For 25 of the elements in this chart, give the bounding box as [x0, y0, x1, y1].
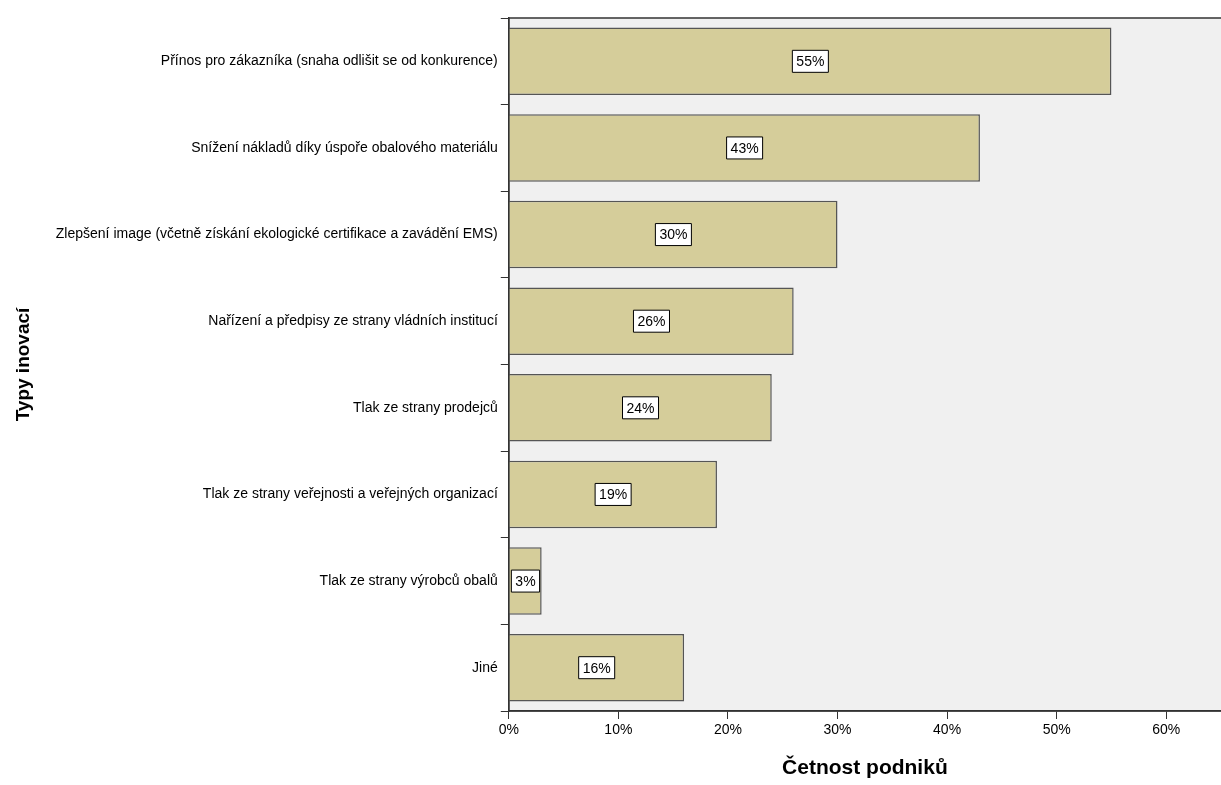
x-tick-label: 50% — [1042, 721, 1071, 738]
data-label: 26% — [637, 313, 666, 330]
y-tick-label: Jiné — [472, 658, 498, 675]
y-tick-label: Tlak ze strany výrobců obalů — [319, 571, 498, 588]
y-tick-label: Přínos pro zákazníka (snaha odlišit se od konkurence) — [160, 52, 498, 69]
y-tick-label: Nařízení a předpisy ze strany vládních institucí — [208, 312, 498, 329]
y-tick-label: Tlak ze strany prodejců — [353, 398, 498, 415]
data-label: 55% — [796, 53, 825, 70]
x-tick-label: 0% — [498, 721, 519, 738]
y-axis-title: Typy inovací — [11, 306, 33, 422]
y-tick-label: Zlepšení image (včetně získání ekologické certifikace a zavádění EMS) — [55, 225, 498, 242]
data-label: 43% — [730, 139, 759, 156]
data-label: 30% — [659, 226, 688, 243]
x-tick-label: 30% — [823, 721, 852, 738]
data-label: 3% — [515, 572, 536, 589]
x-tick-label: 10% — [604, 721, 633, 738]
x-tick-label: 40% — [933, 721, 962, 738]
y-tick-label: Snížení nákladů díky úspoře obalového materiálu — [191, 138, 498, 155]
data-label: 19% — [599, 486, 628, 503]
x-axis-title: Četnost podniků — [782, 755, 948, 779]
y-tick-label: Tlak ze strany veřejnosti a veřejných organizací — [202, 485, 498, 502]
x-tick-label: 20% — [713, 721, 742, 738]
data-label: 24% — [626, 399, 655, 416]
data-label: 16% — [582, 659, 611, 676]
x-tick-label: 60% — [1152, 721, 1181, 738]
